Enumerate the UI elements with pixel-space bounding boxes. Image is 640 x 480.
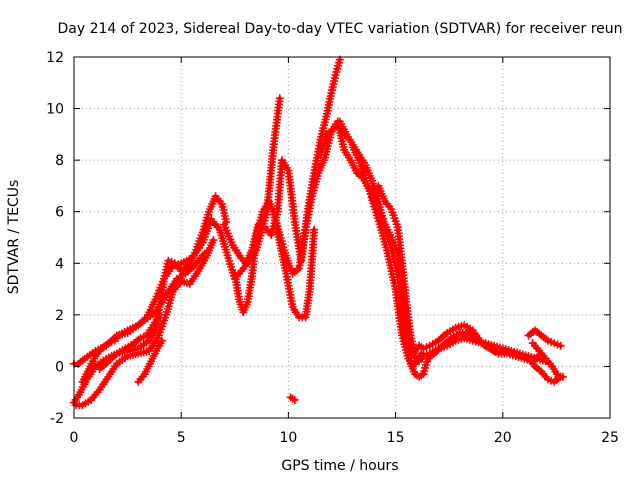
x-tick-label: 10 xyxy=(279,430,297,446)
data-point xyxy=(205,246,214,255)
y-tick-label: 2 xyxy=(55,308,64,324)
series-track-5 xyxy=(95,310,164,374)
x-tick-label: 5 xyxy=(177,430,186,446)
data-point xyxy=(290,395,299,404)
data-point xyxy=(155,310,164,319)
data-point xyxy=(556,341,565,350)
y-tick-label: 0 xyxy=(55,359,64,375)
series-track-17 xyxy=(286,393,299,404)
axis-ticks: 0 5 10 15 20 25 -2 0 2 4 6 8 10 12 xyxy=(46,50,619,446)
x-tick-label: 15 xyxy=(387,430,405,446)
series-track-2 xyxy=(70,192,231,407)
series-track-6 xyxy=(134,336,166,386)
series-track-16 xyxy=(524,354,565,386)
y-tick-label: 12 xyxy=(46,50,64,66)
series-track-3 xyxy=(72,236,218,410)
y-tick-label: 10 xyxy=(46,102,64,118)
x-tick-label: 0 xyxy=(70,430,79,446)
y-tick-label: -2 xyxy=(50,411,64,427)
y-tick-label: 8 xyxy=(55,153,64,169)
chart-title: Day 214 of 2023, Sidereal Day-to-day VTE… xyxy=(57,21,622,37)
series-line xyxy=(526,356,563,384)
data-point xyxy=(157,336,166,345)
data-point xyxy=(556,372,565,381)
series-line xyxy=(72,96,282,366)
series-track-14 xyxy=(524,326,565,350)
series-track-4 xyxy=(78,246,214,386)
x-tick-label: 20 xyxy=(494,430,512,446)
data-point xyxy=(209,236,218,245)
y-tick-label: 6 xyxy=(55,205,64,221)
y-axis-label: SDTVAR / TECUs xyxy=(6,180,22,295)
data-point xyxy=(310,225,319,234)
series-track-1 xyxy=(70,94,284,368)
data-point xyxy=(275,94,284,103)
x-axis-label: GPS time / hours xyxy=(281,458,398,474)
plot-frame xyxy=(73,56,611,419)
grid-lines xyxy=(74,57,610,418)
y-tick-label: 4 xyxy=(55,256,64,272)
series-track-9 xyxy=(269,117,426,371)
data-series xyxy=(70,55,567,410)
x-tick-label: 25 xyxy=(601,430,619,446)
